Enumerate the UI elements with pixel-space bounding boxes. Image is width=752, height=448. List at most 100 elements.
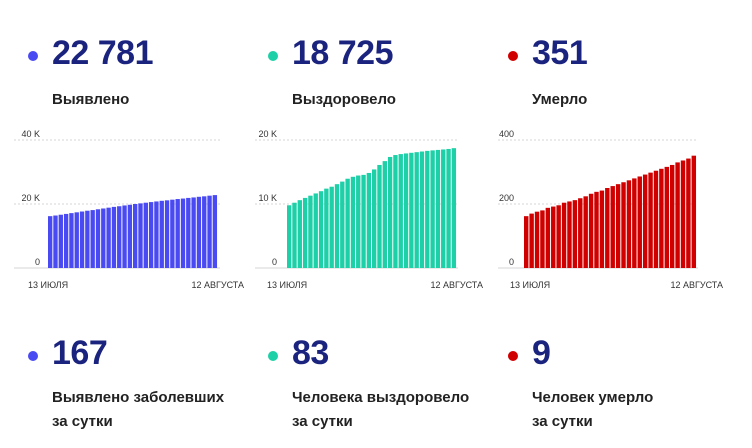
deaths-bar: [583, 196, 588, 268]
recovered-bar: [435, 149, 441, 268]
recovered-bar: [329, 186, 334, 268]
detected-bar: [74, 212, 79, 268]
recovered-bar: [345, 178, 350, 268]
daily-recovered-value: 83: [292, 334, 329, 372]
deaths-x-end-label: 12 АВГУСТА: [670, 280, 723, 290]
deaths-bar: [653, 170, 659, 268]
deaths-bar: [561, 202, 567, 268]
deaths-bar: [615, 184, 621, 268]
recovered-bar: [302, 197, 308, 268]
daily-deaths-value: 9: [532, 334, 551, 372]
daily-detected-dot-icon: [28, 351, 38, 361]
daily-recovered-label-line2: за сутки: [292, 413, 353, 430]
detected-bar: [212, 195, 218, 268]
daily-detected-label-line2: за сутки: [52, 413, 113, 430]
detected-bar: [154, 201, 159, 268]
deaths-bar: [659, 168, 664, 268]
detected-bar: [138, 203, 143, 268]
recovered-bar: [441, 149, 446, 268]
detected-bar: [90, 210, 95, 268]
recovered-y-tick-label: 0: [272, 257, 277, 267]
recovered-chart: 0 10 K 20 K 13 ИЮЛЯ 12 АВГУСТА: [255, 129, 483, 290]
deaths-bar: [610, 186, 615, 268]
detected-bar: [180, 198, 186, 268]
deaths-bar: [648, 172, 653, 268]
recovered-bar: [292, 202, 297, 268]
recovered-bar: [419, 151, 425, 268]
detected-bar: [207, 195, 212, 268]
deaths-bar: [626, 180, 632, 268]
deaths-bar: [691, 155, 697, 268]
daily-deaths-label-line1: Человек умерло: [532, 389, 654, 406]
detected-dot-icon: [28, 51, 38, 61]
stat-recovered-value: 18 725: [292, 34, 394, 72]
detected-bar: [191, 197, 196, 268]
deaths-bar: [545, 207, 551, 268]
stat-detected-label: Выявлено: [52, 91, 130, 108]
detected-bar: [53, 215, 58, 268]
recovered-bar: [446, 148, 451, 268]
recovered-x-end-label: 12 АВГУСТА: [430, 280, 483, 290]
detected-bar: [186, 197, 191, 268]
deaths-bar: [588, 193, 594, 268]
daily-deaths-dot-icon: [508, 351, 518, 361]
stat-recovered-label: Выздоровело: [292, 91, 396, 108]
deaths-bar: [632, 178, 637, 268]
detected-y-tick-label: 0: [35, 257, 40, 267]
daily-recovered-label: Человека выздоровело за сутки: [292, 386, 469, 434]
recovered-bar: [398, 154, 403, 268]
deaths-bar: [556, 205, 561, 268]
stat-deaths-label: Умерло: [532, 91, 588, 108]
recovered-bar: [403, 153, 409, 268]
detected-bar: [164, 200, 170, 268]
detected-x-end-label: 12 АВГУСТА: [191, 280, 244, 290]
deaths-bar: [621, 182, 626, 268]
recovered-bar: [356, 175, 361, 268]
recovered-bar: [372, 169, 377, 268]
recovered-bar: [366, 172, 372, 268]
deaths-y-tick-label: 200: [499, 193, 514, 203]
deaths-bar: [637, 176, 642, 268]
recovered-bar: [297, 200, 302, 268]
recovered-bar: [414, 152, 419, 268]
stat-deaths-value: 351: [532, 34, 588, 72]
detected-bar: [143, 202, 148, 268]
deaths-bar: [534, 211, 540, 268]
stat-detected-value: 22 781: [52, 34, 154, 72]
daily-recovered-label-line1: Человека выздоровело: [292, 389, 470, 406]
detected-bar: [111, 206, 117, 268]
detected-bar: [127, 204, 133, 268]
deaths-bar: [599, 190, 605, 268]
detected-bar: [63, 213, 69, 268]
recovered-bar: [324, 188, 329, 268]
recovered-bar: [387, 156, 393, 268]
deaths-bar: [551, 206, 556, 268]
deaths-bar: [664, 166, 669, 268]
recovered-bar: [393, 155, 398, 268]
deaths-chart: 0 200 400 13 ИЮЛЯ 12 АВГУСТА: [498, 129, 723, 290]
detected-y-tick-label: 40 K: [21, 129, 40, 139]
deaths-x-start-label: 13 ИЮЛЯ: [510, 280, 550, 290]
recovered-bar: [308, 195, 313, 268]
deaths-bar: [594, 191, 599, 268]
detected-y-tick-label: 20 K: [21, 193, 40, 203]
detected-bar: [170, 199, 175, 268]
detected-bar: [85, 210, 90, 268]
detected-bar: [117, 206, 122, 268]
recovered-bar: [361, 174, 366, 268]
deaths-bar: [529, 213, 534, 268]
daily-recovered-dot-icon: [268, 351, 278, 361]
detected-chart: 0 20 K 40 K 13 ИЮЛЯ 12 АВГУСТА: [14, 129, 244, 290]
recovered-x-start-label: 13 ИЮЛЯ: [267, 280, 307, 290]
recovered-dot-icon: [268, 51, 278, 61]
deaths-bar: [642, 174, 648, 268]
recovered-bar: [340, 181, 345, 268]
daily-deaths-label: Человек умерло за сутки: [532, 386, 653, 434]
recovered-bar: [350, 176, 356, 268]
deaths-bar: [680, 160, 686, 268]
detected-bar: [175, 199, 180, 268]
detected-bar: [148, 202, 154, 268]
deaths-y-tick-label: 0: [509, 257, 514, 267]
recovered-bar: [451, 148, 457, 268]
recovered-bar: [425, 150, 430, 268]
